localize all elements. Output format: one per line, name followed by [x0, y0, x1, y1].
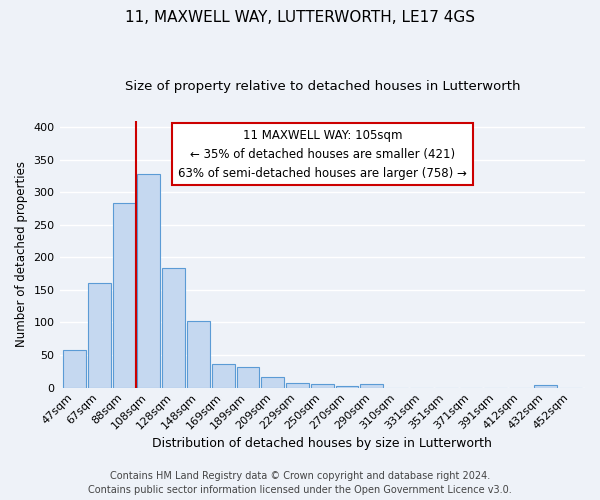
Bar [137, 174, 160, 388]
Bar [311, 384, 334, 388]
Bar [113, 202, 136, 388]
Bar [63, 350, 86, 388]
Bar [187, 320, 210, 388]
Bar [261, 376, 284, 388]
X-axis label: Distribution of detached houses by size in Lutterworth: Distribution of detached houses by size … [152, 437, 492, 450]
Bar [534, 385, 557, 388]
Title: Size of property relative to detached houses in Lutterworth: Size of property relative to detached ho… [125, 80, 520, 93]
Bar [236, 368, 259, 388]
Bar [286, 383, 309, 388]
Y-axis label: Number of detached properties: Number of detached properties [15, 161, 28, 347]
Bar [88, 284, 110, 388]
Bar [361, 384, 383, 388]
Text: Contains HM Land Registry data © Crown copyright and database right 2024.
Contai: Contains HM Land Registry data © Crown c… [88, 471, 512, 495]
Bar [162, 268, 185, 388]
Text: 11, MAXWELL WAY, LUTTERWORTH, LE17 4GS: 11, MAXWELL WAY, LUTTERWORTH, LE17 4GS [125, 10, 475, 25]
Bar [212, 364, 235, 388]
Text: 11 MAXWELL WAY: 105sqm
← 35% of detached houses are smaller (421)
63% of semi-de: 11 MAXWELL WAY: 105sqm ← 35% of detached… [178, 128, 467, 180]
Bar [335, 386, 358, 388]
